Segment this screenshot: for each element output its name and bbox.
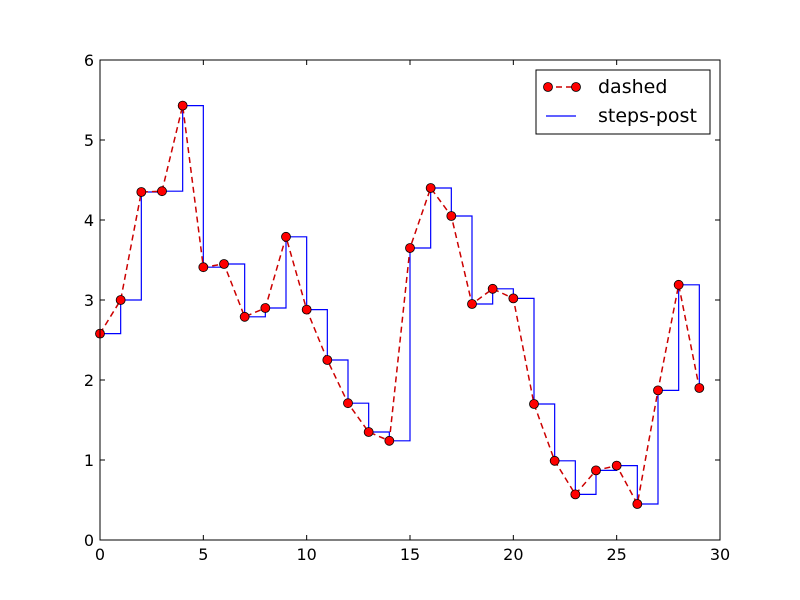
dashed-data-point [570,489,581,500]
x-tick-label: 5 [198,545,208,564]
dashed-data-point [157,186,167,197]
y-tick-label: 0 [84,531,94,550]
x-tick-label: 30 [710,545,730,564]
y-tick-label: 5 [84,131,94,150]
dashed-data-point [405,243,415,253]
series-layer [95,100,705,509]
legend: dashed steps-post [535,69,711,135]
dashed-data-point [632,499,643,509]
dashed-data-point [363,427,374,437]
dashed-data-point [219,259,229,269]
legend-label-steps-post: steps-post [598,105,697,127]
legend-dashed-marker-left [543,82,553,92]
dashed-data-point [260,303,271,313]
dashed-data-point [115,295,126,305]
dashed-data-point [487,283,498,294]
dashed-data-point [508,293,519,304]
dashed-data-point [322,355,333,365]
y-tick-label: 1 [84,451,94,470]
legend-dashed-marker-right [571,82,581,92]
x-tick-label: 0 [95,545,105,564]
dashed-data-point [177,100,188,111]
dashed-data-point [673,279,684,290]
dashed-data-point [281,231,291,242]
legend-label-dashed: dashed [598,76,667,98]
dashed-data-point [446,211,457,221]
legend-box [535,69,711,135]
dashed-data-point [384,435,395,446]
series-steps-post-line [100,105,700,505]
dashed-data-point [694,383,705,393]
x-tick-label: 20 [503,545,523,564]
dashed-data-point [611,460,622,471]
y-tick-label: 4 [84,211,94,230]
y-tick-label: 2 [84,371,94,390]
dashed-data-point [529,399,539,409]
plot-frame [99,59,721,541]
y-tick-label: 6 [84,51,94,70]
x-axis-ticks: 0 5 10 15 20 25 30 [95,60,730,564]
x-tick-label: 10 [296,545,316,564]
dashed-data-point [467,299,477,309]
dashed-data-point [198,262,209,273]
dashed-data-point [343,398,353,409]
dashed-data-point [239,311,250,322]
dashed-data-point [301,304,312,315]
dashed-data-point [136,187,147,197]
x-tick-label: 25 [606,545,626,564]
y-axis-ticks: 0 1 2 3 4 5 6 [84,51,720,550]
dashed-data-point [549,455,560,466]
x-tick-label: 15 [400,545,420,564]
y-tick-label: 3 [84,291,94,310]
dashed-data-point [591,465,601,476]
dashed-data-point [425,183,436,193]
dashed-data-point [653,385,663,396]
